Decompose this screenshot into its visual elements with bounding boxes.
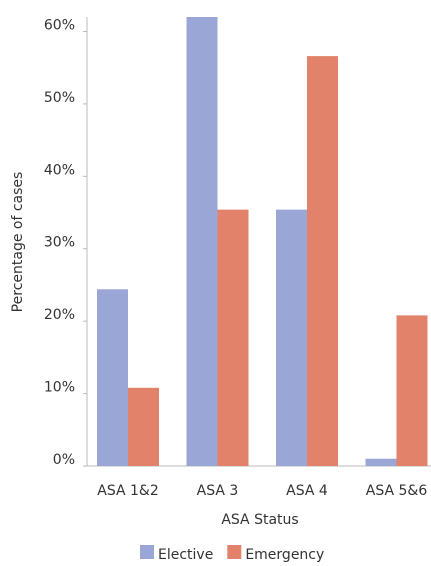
legend-swatch (227, 545, 242, 559)
y-tick-label: 40% (44, 162, 75, 178)
y-tick-label: 20% (44, 307, 75, 323)
legend-label: Emergency (245, 547, 324, 563)
y-axis-title: Percentage of cases (10, 172, 26, 313)
y-tick-label: 50% (44, 90, 75, 106)
bar (97, 289, 128, 466)
legend-label: Elective (158, 547, 213, 563)
bar (186, 17, 218, 466)
bar (128, 387, 159, 466)
bar (365, 458, 397, 466)
x-tick-label: ASA 4 (286, 483, 328, 499)
x-tick-label: ASA 1&2 (97, 483, 158, 499)
bar (217, 209, 249, 466)
y-tick-label: 0% (53, 452, 75, 468)
y-tick-label: 30% (44, 235, 75, 251)
legend-swatch (140, 545, 154, 559)
bar (276, 209, 307, 466)
y-tick-label: 60% (44, 17, 75, 33)
y-tick-label: 10% (44, 380, 75, 396)
x-axis-title: ASA Status (221, 512, 298, 528)
bar (396, 315, 428, 466)
x-tick-label: ASA 3 (197, 483, 239, 499)
bar (307, 56, 338, 467)
x-tick-label: ASA 5&6 (366, 483, 428, 499)
